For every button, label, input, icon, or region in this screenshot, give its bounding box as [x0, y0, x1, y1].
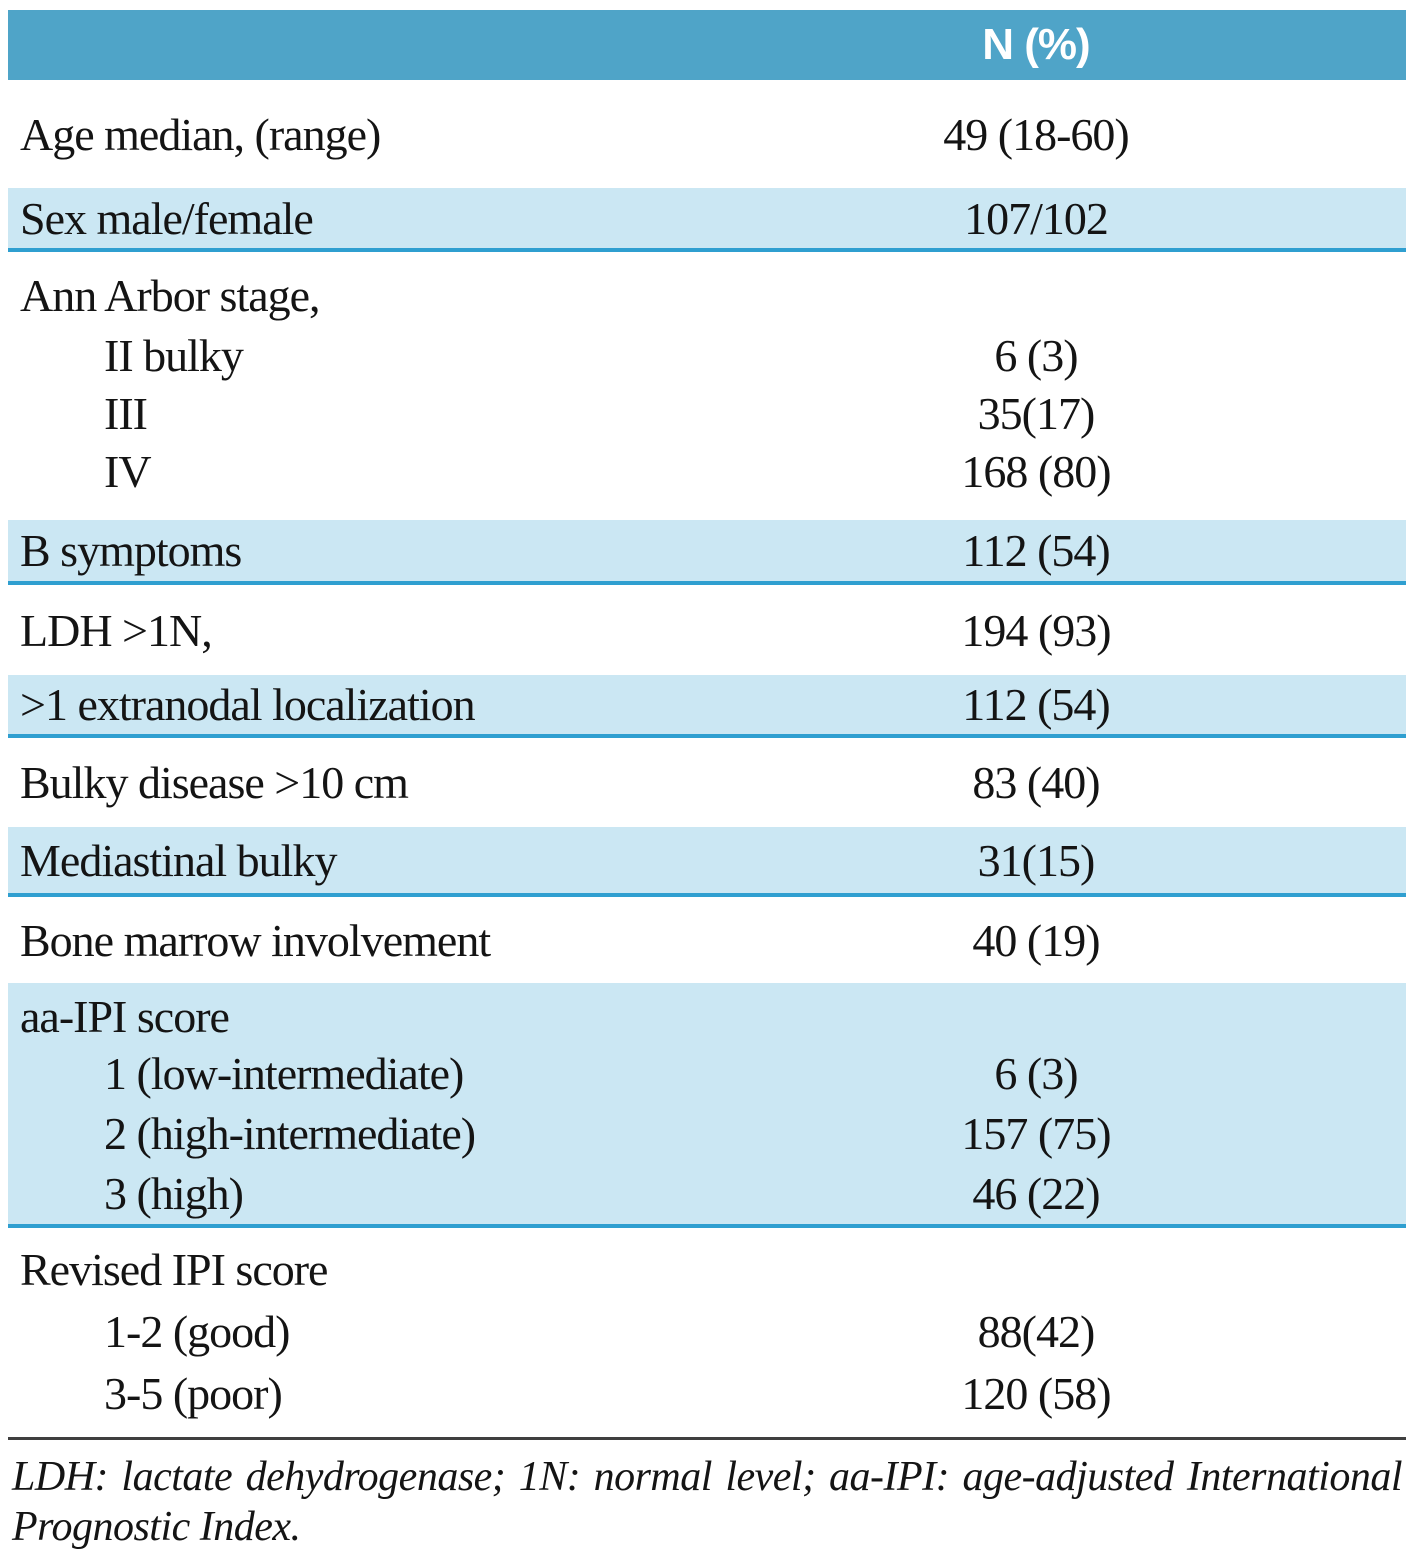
table-row: II bulky 6 (3) [8, 326, 1406, 384]
row-label: Bulky disease >10 cm [20, 757, 409, 808]
row-value: 31(15) [977, 834, 1096, 886]
table-group-ann-arbor-stage: Ann Arbor stage, II bulky 6 (3) III 35(1… [8, 252, 1406, 520]
row-value: 46 (22) [972, 1167, 1100, 1219]
paper-table-page: N (%) Age median, (range) 49 (18-60) Sex… [0, 10, 1414, 1558]
row-label: IV [104, 445, 152, 497]
row-value: 6 (3) [994, 1047, 1078, 1099]
row-value: 168 (80) [961, 445, 1111, 497]
row-label: Mediastinal bulky [20, 834, 337, 886]
table-row: B symptoms 112 (54) [8, 520, 1406, 585]
row-label: >1 extranodal localization [20, 679, 476, 730]
table-row: III 35(17) [8, 384, 1406, 442]
table-row: Mediastinal bulky 31(15) [8, 827, 1406, 897]
row-label: 2 (high-intermediate) [104, 1107, 476, 1159]
row-label: 1-2 (good) [104, 1305, 290, 1357]
row-value: 40 (19) [972, 914, 1100, 966]
column-header-n-percent: N (%) [982, 20, 1090, 69]
row-label: 3-5 (poor) [104, 1367, 283, 1419]
row-label: Sex male/female [20, 192, 314, 244]
table-row: Bulky disease >10 cm 83 (40) [8, 738, 1406, 827]
group-heading: Ann Arbor stage, [20, 269, 321, 321]
row-value: 112 (54) [962, 525, 1110, 576]
table-row: 1 (low-intermediate) 6 (3) [8, 1043, 1406, 1103]
row-label: Age median, (range) [20, 108, 381, 160]
table-row: LDH >1N, 194 (93) [8, 585, 1406, 675]
row-value: 49 (18-60) [943, 108, 1129, 160]
table-row: >1 extranodal localization 112 (54) [8, 675, 1406, 738]
row-value: 107/102 [964, 192, 1109, 244]
table-header-row: N (%) [8, 10, 1406, 80]
table-row: Bone marrow involvement 40 (19) [8, 897, 1406, 983]
row-value: 120 (58) [961, 1367, 1111, 1419]
table-row: 3 (high) 46 (22) [8, 1163, 1406, 1223]
row-value: 35(17) [977, 387, 1096, 439]
table-row: 1-2 (good) 88(42) [8, 1300, 1406, 1362]
row-value: 112 (54) [962, 679, 1110, 730]
row-label: LDH >1N, [20, 604, 213, 656]
row-label: III [104, 387, 148, 439]
row-label: Bone marrow involvement [20, 914, 491, 966]
row-label: 1 (low-intermediate) [104, 1047, 464, 1099]
row-value: 88(42) [977, 1305, 1096, 1357]
row-label: 3 (high) [104, 1167, 244, 1219]
footnote-line: LDH: lactate dehydrogenase; 1N: normal l… [12, 1454, 1403, 1500]
group-heading: Revised IPI score [20, 1243, 328, 1295]
row-value: 6 (3) [994, 329, 1078, 381]
table-row: 2 (high-intermediate) 157 (75) [8, 1103, 1406, 1163]
group-heading: aa-IPI score [20, 990, 230, 1042]
table-footnote: LDH: lactate dehydrogenase; 1N: normal l… [8, 1452, 1406, 1552]
row-label: B symptoms [20, 525, 242, 576]
footnote-line: Prognostic Index. [12, 1504, 301, 1550]
row-label: II bulky [104, 329, 244, 381]
table-row: Age median, (range) 49 (18-60) [8, 80, 1406, 188]
table-row: Sex male/female 107/102 [8, 188, 1406, 252]
table-row: IV 168 (80) [8, 442, 1406, 500]
table-row: 3-5 (poor) 120 (58) [8, 1362, 1406, 1424]
table-bottom-rule [8, 1437, 1406, 1440]
row-value: 194 (93) [961, 604, 1111, 656]
row-value: 157 (75) [961, 1107, 1111, 1159]
table-group-aa-ipi-score: aa-IPI score 1 (low-intermediate) 6 (3) … [8, 983, 1406, 1228]
table-group-revised-ipi-score: Revised IPI score 1-2 (good) 88(42) 3-5 … [8, 1228, 1406, 1437]
patient-characteristics-table: N (%) Age median, (range) 49 (18-60) Sex… [8, 10, 1406, 1552]
row-value: 83 (40) [972, 757, 1100, 808]
